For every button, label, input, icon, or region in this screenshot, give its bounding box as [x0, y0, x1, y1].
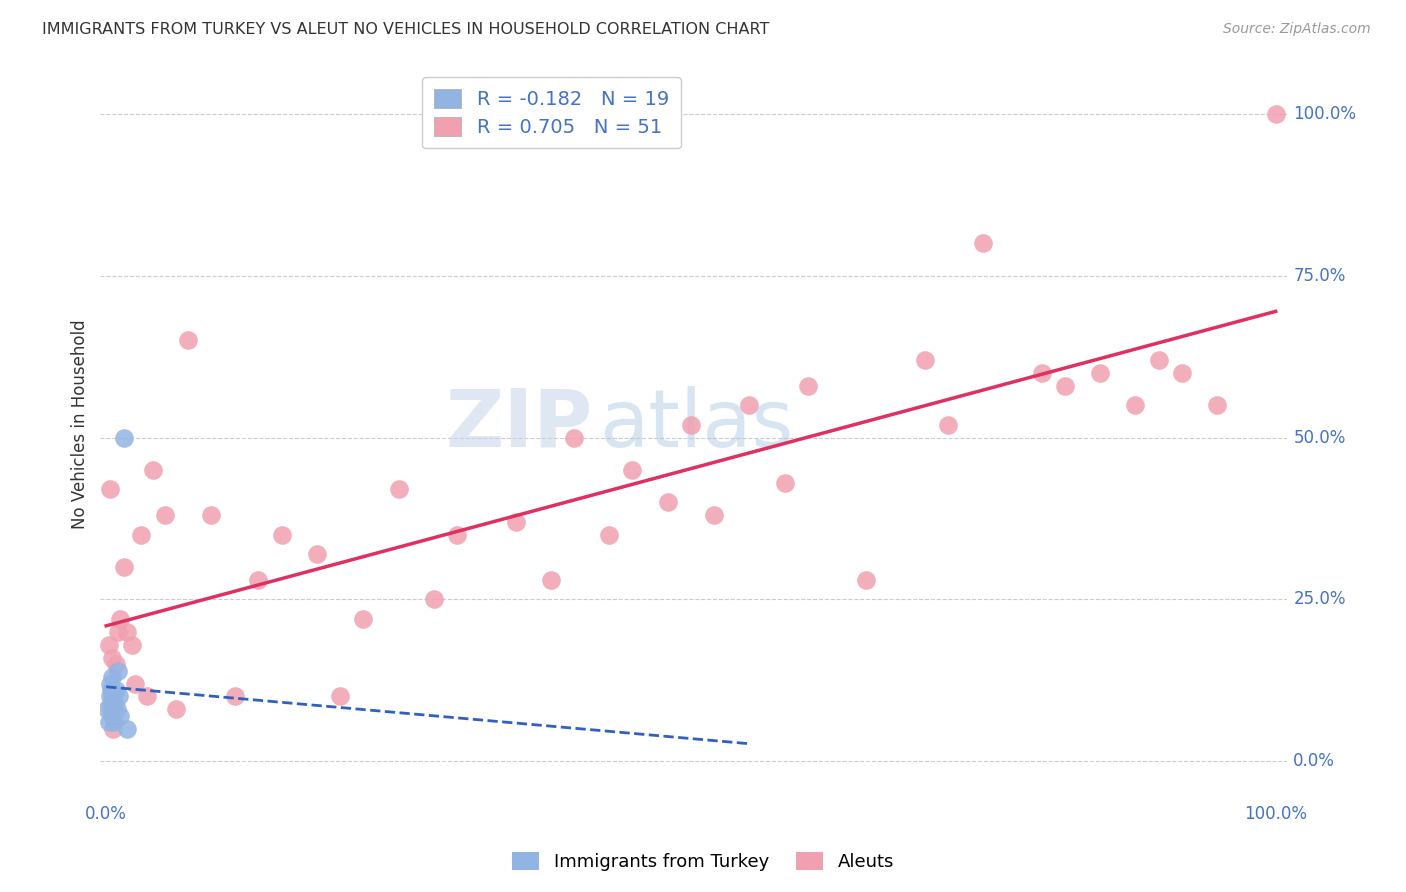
- Text: IMMIGRANTS FROM TURKEY VS ALEUT NO VEHICLES IN HOUSEHOLD CORRELATION CHART: IMMIGRANTS FROM TURKEY VS ALEUT NO VEHIC…: [42, 22, 769, 37]
- Text: ZIP: ZIP: [446, 385, 593, 464]
- Point: [101, 670, 124, 684]
- Point: [540, 573, 562, 587]
- Point: [112, 560, 135, 574]
- Point: [100, 683, 122, 698]
- Point: [96, 702, 118, 716]
- Point: [103, 702, 125, 716]
- Y-axis label: No Vehicles in Household: No Vehicles in Household: [72, 319, 89, 529]
- Point: [98, 483, 121, 497]
- Point: [1171, 366, 1194, 380]
- Text: 0.0%: 0.0%: [86, 805, 127, 823]
- Point: [972, 236, 994, 251]
- Point: [165, 702, 187, 716]
- Point: [1264, 107, 1286, 121]
- Point: [855, 573, 877, 587]
- Point: [657, 495, 679, 509]
- Point: [107, 664, 129, 678]
- Point: [353, 612, 375, 626]
- Point: [200, 508, 222, 523]
- Point: [129, 527, 152, 541]
- Point: [97, 638, 120, 652]
- Point: [110, 709, 132, 723]
- Point: [422, 592, 444, 607]
- Point: [100, 702, 122, 716]
- Point: [224, 690, 246, 704]
- Text: Source: ZipAtlas.com: Source: ZipAtlas.com: [1223, 22, 1371, 37]
- Point: [117, 624, 139, 639]
- Point: [703, 508, 725, 523]
- Point: [1125, 398, 1147, 412]
- Point: [773, 475, 796, 490]
- Legend: R = -0.182   N = 19, R = 0.705   N = 51: R = -0.182 N = 19, R = 0.705 N = 51: [422, 78, 681, 148]
- Point: [914, 352, 936, 367]
- Point: [103, 722, 125, 736]
- Point: [98, 690, 121, 704]
- Point: [1206, 398, 1229, 412]
- Point: [103, 690, 125, 704]
- Point: [104, 657, 127, 672]
- Point: [101, 709, 124, 723]
- Point: [110, 612, 132, 626]
- Point: [112, 431, 135, 445]
- Point: [247, 573, 270, 587]
- Point: [270, 527, 292, 541]
- Point: [446, 527, 468, 541]
- Point: [1054, 378, 1077, 392]
- Point: [936, 417, 959, 432]
- Point: [505, 515, 527, 529]
- Point: [621, 463, 644, 477]
- Text: 75.0%: 75.0%: [1294, 267, 1346, 285]
- Point: [98, 676, 121, 690]
- Point: [387, 483, 409, 497]
- Point: [1147, 352, 1170, 367]
- Point: [177, 334, 200, 348]
- Text: 50.0%: 50.0%: [1294, 428, 1346, 447]
- Text: 100.0%: 100.0%: [1294, 105, 1357, 123]
- Point: [738, 398, 761, 412]
- Text: 0.0%: 0.0%: [1294, 752, 1336, 770]
- Legend: Immigrants from Turkey, Aleuts: Immigrants from Turkey, Aleuts: [505, 846, 901, 879]
- Point: [153, 508, 176, 523]
- Point: [329, 690, 352, 704]
- Point: [136, 690, 159, 704]
- Point: [679, 417, 702, 432]
- Point: [1090, 366, 1112, 380]
- Point: [797, 378, 820, 392]
- Point: [1031, 366, 1053, 380]
- Point: [100, 696, 122, 710]
- Text: 100.0%: 100.0%: [1244, 805, 1308, 823]
- Point: [142, 463, 165, 477]
- Point: [117, 722, 139, 736]
- Point: [104, 683, 127, 698]
- Point: [101, 650, 124, 665]
- Text: 25.0%: 25.0%: [1294, 591, 1346, 608]
- Point: [121, 638, 143, 652]
- Point: [108, 690, 131, 704]
- Point: [305, 547, 328, 561]
- Point: [562, 431, 585, 445]
- Text: atlas: atlas: [599, 385, 793, 464]
- Point: [598, 527, 620, 541]
- Point: [107, 624, 129, 639]
- Point: [97, 715, 120, 730]
- Point: [124, 676, 146, 690]
- Point: [103, 715, 125, 730]
- Point: [105, 702, 128, 716]
- Point: [103, 696, 125, 710]
